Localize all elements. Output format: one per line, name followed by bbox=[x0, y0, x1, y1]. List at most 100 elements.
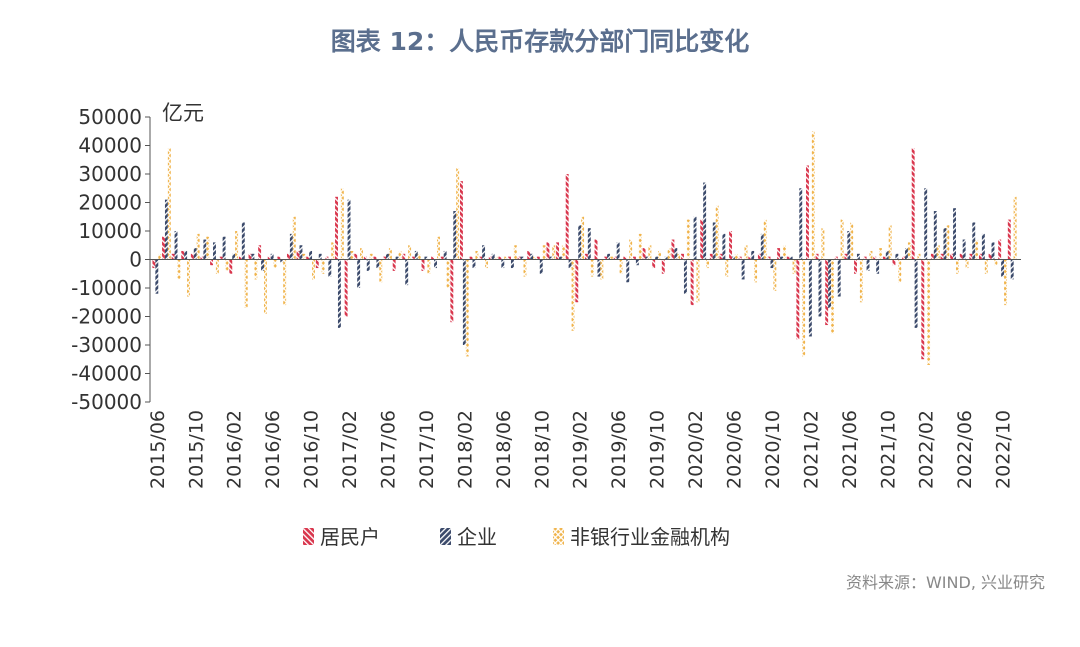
bar bbox=[283, 259, 287, 306]
bar bbox=[299, 245, 303, 260]
bar bbox=[623, 256, 627, 260]
x-tick-label: 2016/06 bbox=[262, 410, 284, 489]
bar bbox=[306, 256, 310, 260]
bar bbox=[681, 253, 684, 260]
bar bbox=[754, 259, 758, 283]
bar bbox=[975, 239, 979, 260]
bar bbox=[700, 219, 704, 260]
bar bbox=[748, 256, 752, 260]
bar bbox=[174, 231, 178, 260]
bar bbox=[635, 259, 639, 266]
x-tick-label: 2018/02 bbox=[454, 410, 476, 489]
bar bbox=[206, 236, 210, 260]
bar bbox=[462, 259, 466, 345]
bar bbox=[482, 245, 486, 260]
bar bbox=[181, 250, 185, 260]
bar bbox=[770, 259, 774, 269]
bar bbox=[984, 259, 988, 274]
bar bbox=[530, 253, 534, 260]
bar bbox=[187, 259, 191, 297]
bar bbox=[664, 256, 668, 260]
bar bbox=[520, 256, 524, 260]
bar bbox=[911, 148, 915, 260]
bar bbox=[321, 259, 325, 274]
bar bbox=[357, 259, 361, 288]
bar bbox=[924, 188, 928, 260]
y-axis-unit: 亿元 bbox=[162, 101, 204, 125]
bar bbox=[927, 259, 931, 365]
bar bbox=[760, 233, 764, 260]
bar bbox=[667, 248, 671, 260]
bar bbox=[879, 248, 883, 260]
bar bbox=[395, 256, 399, 260]
bar bbox=[309, 250, 313, 260]
y-tick-label: -20000 bbox=[71, 305, 142, 329]
bar bbox=[363, 256, 367, 260]
bar bbox=[693, 216, 697, 260]
legend-swatch bbox=[440, 528, 451, 545]
bar bbox=[177, 259, 181, 280]
bar bbox=[757, 253, 761, 260]
x-tick-label: 2020/10 bbox=[762, 410, 784, 489]
bar bbox=[738, 256, 742, 260]
bar bbox=[337, 259, 341, 328]
x-tick-label: 2019/06 bbox=[608, 410, 630, 489]
bar bbox=[859, 259, 863, 303]
bar bbox=[459, 181, 463, 260]
bar bbox=[485, 259, 488, 269]
bar bbox=[335, 196, 338, 260]
bar bbox=[517, 256, 521, 260]
bar bbox=[962, 239, 966, 260]
bar bbox=[556, 242, 560, 260]
bar bbox=[950, 253, 954, 260]
bar bbox=[491, 253, 495, 260]
bar bbox=[799, 188, 803, 260]
bar bbox=[955, 259, 959, 274]
bar bbox=[411, 256, 415, 260]
bar bbox=[805, 165, 809, 260]
bar bbox=[808, 259, 812, 337]
bar bbox=[565, 174, 569, 260]
bar bbox=[584, 253, 588, 260]
y-tick-label: -50000 bbox=[71, 390, 142, 414]
bar bbox=[1007, 219, 1011, 260]
bar bbox=[796, 259, 800, 340]
bar bbox=[286, 253, 290, 260]
bar bbox=[552, 245, 556, 260]
bar bbox=[347, 199, 351, 260]
bar bbox=[417, 253, 421, 260]
x-tick-label: 2015/10 bbox=[185, 410, 207, 489]
bar bbox=[472, 259, 476, 269]
bar bbox=[734, 253, 738, 260]
bar bbox=[965, 259, 969, 269]
y-tick-label: 10000 bbox=[78, 219, 142, 243]
x-tick-label: 2015/06 bbox=[147, 410, 169, 489]
bar bbox=[722, 233, 726, 260]
bar bbox=[604, 256, 608, 260]
bar bbox=[251, 253, 255, 260]
bar bbox=[873, 256, 877, 260]
bar bbox=[405, 259, 409, 286]
x-tick-label: 2018/10 bbox=[531, 410, 553, 489]
bar bbox=[609, 256, 613, 260]
x-tick-label: 2016/02 bbox=[224, 410, 246, 489]
bar bbox=[869, 250, 873, 260]
x-tick-label: 2022/06 bbox=[954, 410, 976, 489]
bar bbox=[885, 250, 889, 260]
bar bbox=[914, 259, 918, 328]
bar bbox=[360, 248, 364, 260]
bar bbox=[465, 259, 469, 357]
x-tick-label: 2020/06 bbox=[723, 410, 745, 489]
bar bbox=[1001, 259, 1005, 277]
bar bbox=[953, 208, 956, 260]
bar bbox=[741, 259, 745, 280]
bar bbox=[398, 250, 402, 260]
bar bbox=[655, 256, 659, 260]
bar bbox=[369, 253, 373, 260]
bar bbox=[998, 239, 1002, 260]
bar bbox=[844, 253, 848, 260]
bar bbox=[315, 259, 319, 269]
bar bbox=[344, 259, 348, 317]
bar bbox=[709, 253, 713, 260]
bar bbox=[210, 259, 214, 266]
